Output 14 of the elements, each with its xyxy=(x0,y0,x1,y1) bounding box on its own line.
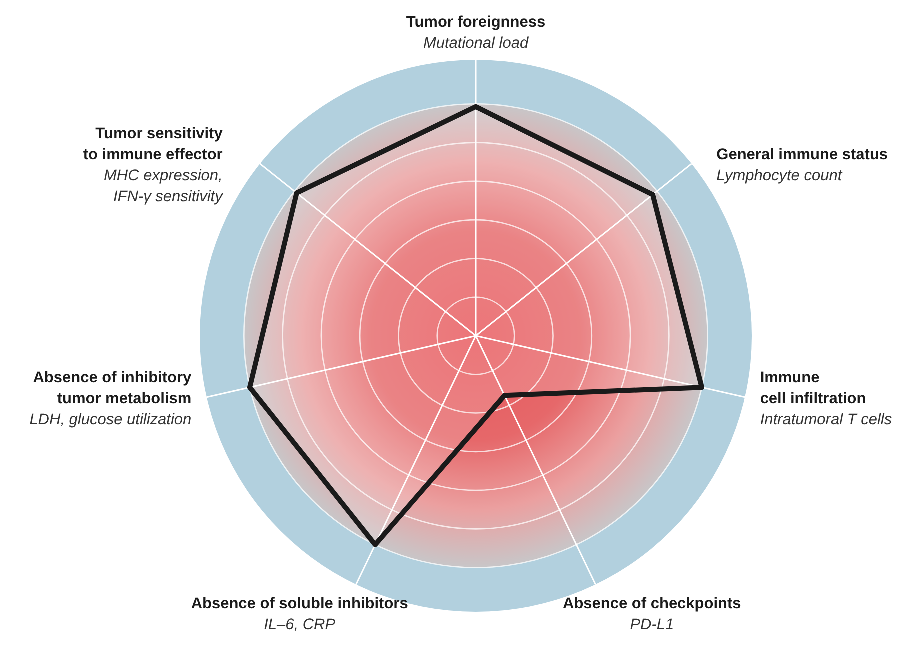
spoke-label: Immune cell infiltration xyxy=(760,369,866,408)
text: Mutational load xyxy=(423,35,530,52)
spoke-label: General immune status xyxy=(716,146,888,164)
spoke-label: Tumor foreignness xyxy=(406,14,546,31)
text: IL–6, CRP xyxy=(264,616,336,634)
spoke-label: Absence of soluble inhibitors xyxy=(191,596,408,613)
text: Intratumoral T cells xyxy=(760,411,892,428)
text: PD-L1 xyxy=(630,616,674,634)
spoke-label: Absence of inhibitory tumor metabolism xyxy=(33,369,192,408)
spoke-label: Absence of checkpoints xyxy=(563,596,742,613)
text: MHC expression, IFN-γ sensitivity xyxy=(104,167,224,206)
spoke-label: Tumor sensitivity to immune effector xyxy=(83,125,224,164)
text: LDH, glucose utilization xyxy=(30,411,192,428)
text: Lymphocyte count xyxy=(716,167,843,184)
